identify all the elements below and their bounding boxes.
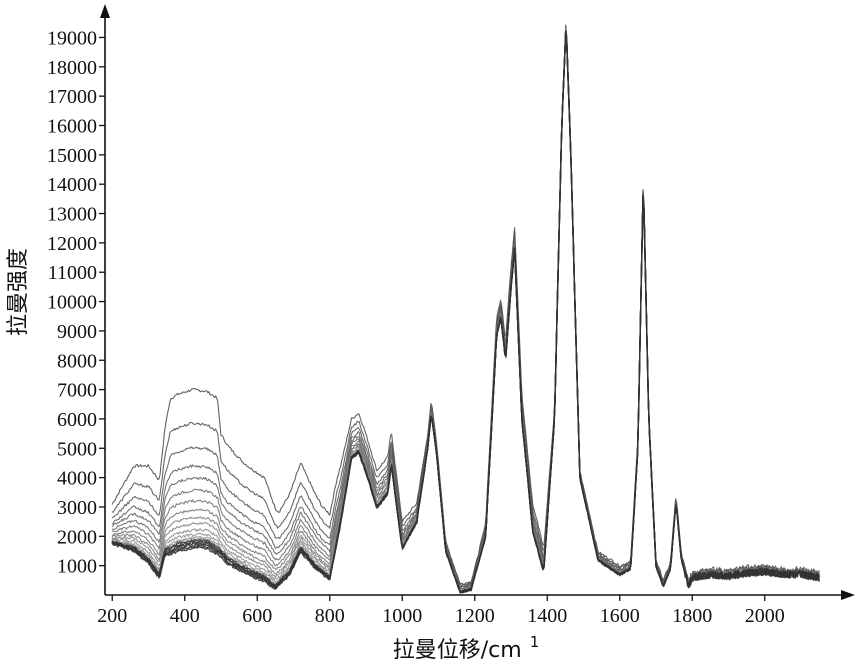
y-axis-title: 拉曼强度 [6, 248, 31, 336]
y-tick-label: 2000 [57, 526, 97, 548]
spectrum-series-line [111, 31, 820, 593]
spectrum-series-line [111, 30, 820, 593]
x-tick-label: 400 [170, 605, 200, 627]
y-tick-label: 13000 [47, 204, 97, 226]
x-tick-label: 1000 [382, 605, 422, 627]
x-axis-title-text: 拉曼位移/cm [393, 638, 522, 663]
y-tick-label: 16000 [47, 116, 97, 138]
y-tick-label: 7000 [57, 380, 97, 402]
spectrum-series-line [111, 29, 820, 593]
spectrum-series-line [111, 27, 820, 590]
y-tick-label: 14000 [47, 174, 97, 196]
y-tick-label: 6000 [57, 409, 97, 431]
y-tick-label: 10000 [47, 292, 97, 314]
x-tick-label: 600 [242, 605, 272, 627]
x-tick-label: 800 [315, 605, 345, 627]
y-tick-label: 15000 [47, 145, 97, 167]
y-tick-label: 19000 [47, 27, 97, 49]
x-tick-label: 1800 [672, 605, 712, 627]
y-tick-label: 11000 [48, 262, 97, 284]
x-tick-label: 1200 [455, 605, 495, 627]
x-tick-label: 2000 [745, 605, 785, 627]
spectrum-series-line [111, 30, 820, 593]
spectrum-series-line [111, 26, 820, 586]
spectrum-series-line [111, 31, 820, 593]
y-axis-ticks: 1000 2000 3000 4000 5000 6000 7000 8000 9000 1000… [47, 27, 105, 578]
y-tick-label: 12000 [47, 233, 97, 255]
y-tick-label: 3000 [57, 497, 97, 519]
y-tick-label: 4000 [57, 468, 97, 490]
x-axis-title: 拉曼位移/cm 1 [393, 633, 540, 663]
y-tick-label: 8000 [57, 350, 97, 372]
spectra-series-group [111, 24, 820, 594]
x-axis-ticks: 200 400 600 800 1000 1200 1400 1600 1800 2000 [97, 595, 785, 627]
x-axis-title-superscript: 1 [530, 633, 540, 651]
spectrum-series-line [111, 28, 820, 593]
x-tick-label: 200 [97, 605, 127, 627]
spectrum-series-line [111, 29, 820, 593]
spectrum-series-line [111, 28, 820, 591]
spectrum-series-line [111, 29, 820, 592]
spectrum-series-line [111, 28, 820, 590]
y-tick-label: 1000 [57, 556, 97, 578]
y-axis-arrow [100, 4, 110, 18]
y-tick-label: 5000 [57, 438, 97, 460]
spectrum-series-line [111, 30, 820, 593]
x-axis-arrow [841, 590, 855, 600]
y-tick-label: 17000 [47, 86, 97, 108]
y-tick-label: 18000 [47, 57, 97, 79]
spectrum-series-line [111, 29, 820, 591]
y-tick-label: 9000 [57, 321, 97, 343]
x-tick-label: 1400 [527, 605, 567, 627]
x-tick-label: 1600 [600, 605, 640, 627]
